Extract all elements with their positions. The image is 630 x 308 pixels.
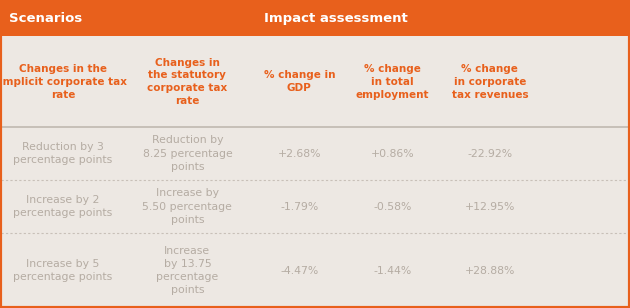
Text: Increase by 5
percentage points: Increase by 5 percentage points [13,259,113,282]
Text: % change in
GDP: % change in GDP [263,70,335,93]
Text: Reduction by 3
percentage points: Reduction by 3 percentage points [13,142,113,165]
Text: +2.68%: +2.68% [277,149,321,159]
Text: Increase by
5.50 percentage
points: Increase by 5.50 percentage points [142,188,232,225]
Bar [0,0,630,36]
Text: Increase by 2
percentage points: Increase by 2 percentage points [13,195,113,218]
Text: Increase
by 13.75
percentage
points: Increase by 13.75 percentage points [156,246,219,295]
Text: -1.79%: -1.79% [280,202,318,212]
Text: -1.44%: -1.44% [373,265,411,276]
Text: Changes in the
implicit corporate tax
rate: Changes in the implicit corporate tax ra… [0,64,127,99]
Text: +28.88%: +28.88% [465,265,515,276]
Text: % change
in corporate
tax revenues: % change in corporate tax revenues [452,64,528,99]
Text: Impact assessment: Impact assessment [263,12,408,25]
Text: -0.58%: -0.58% [373,202,411,212]
Text: +0.86%: +0.86% [370,149,414,159]
Text: +12.95%: +12.95% [465,202,515,212]
Text: Reduction by
8.25 percentage
points: Reduction by 8.25 percentage points [142,136,232,172]
Text: Changes in
the statutory
corporate tax
rate: Changes in the statutory corporate tax r… [147,58,227,106]
Text: % change
in total
employment: % change in total employment [355,64,429,99]
Text: -22.92%: -22.92% [467,149,512,159]
Text: -4.47%: -4.47% [280,265,318,276]
Text: Scenarios: Scenarios [9,12,83,25]
